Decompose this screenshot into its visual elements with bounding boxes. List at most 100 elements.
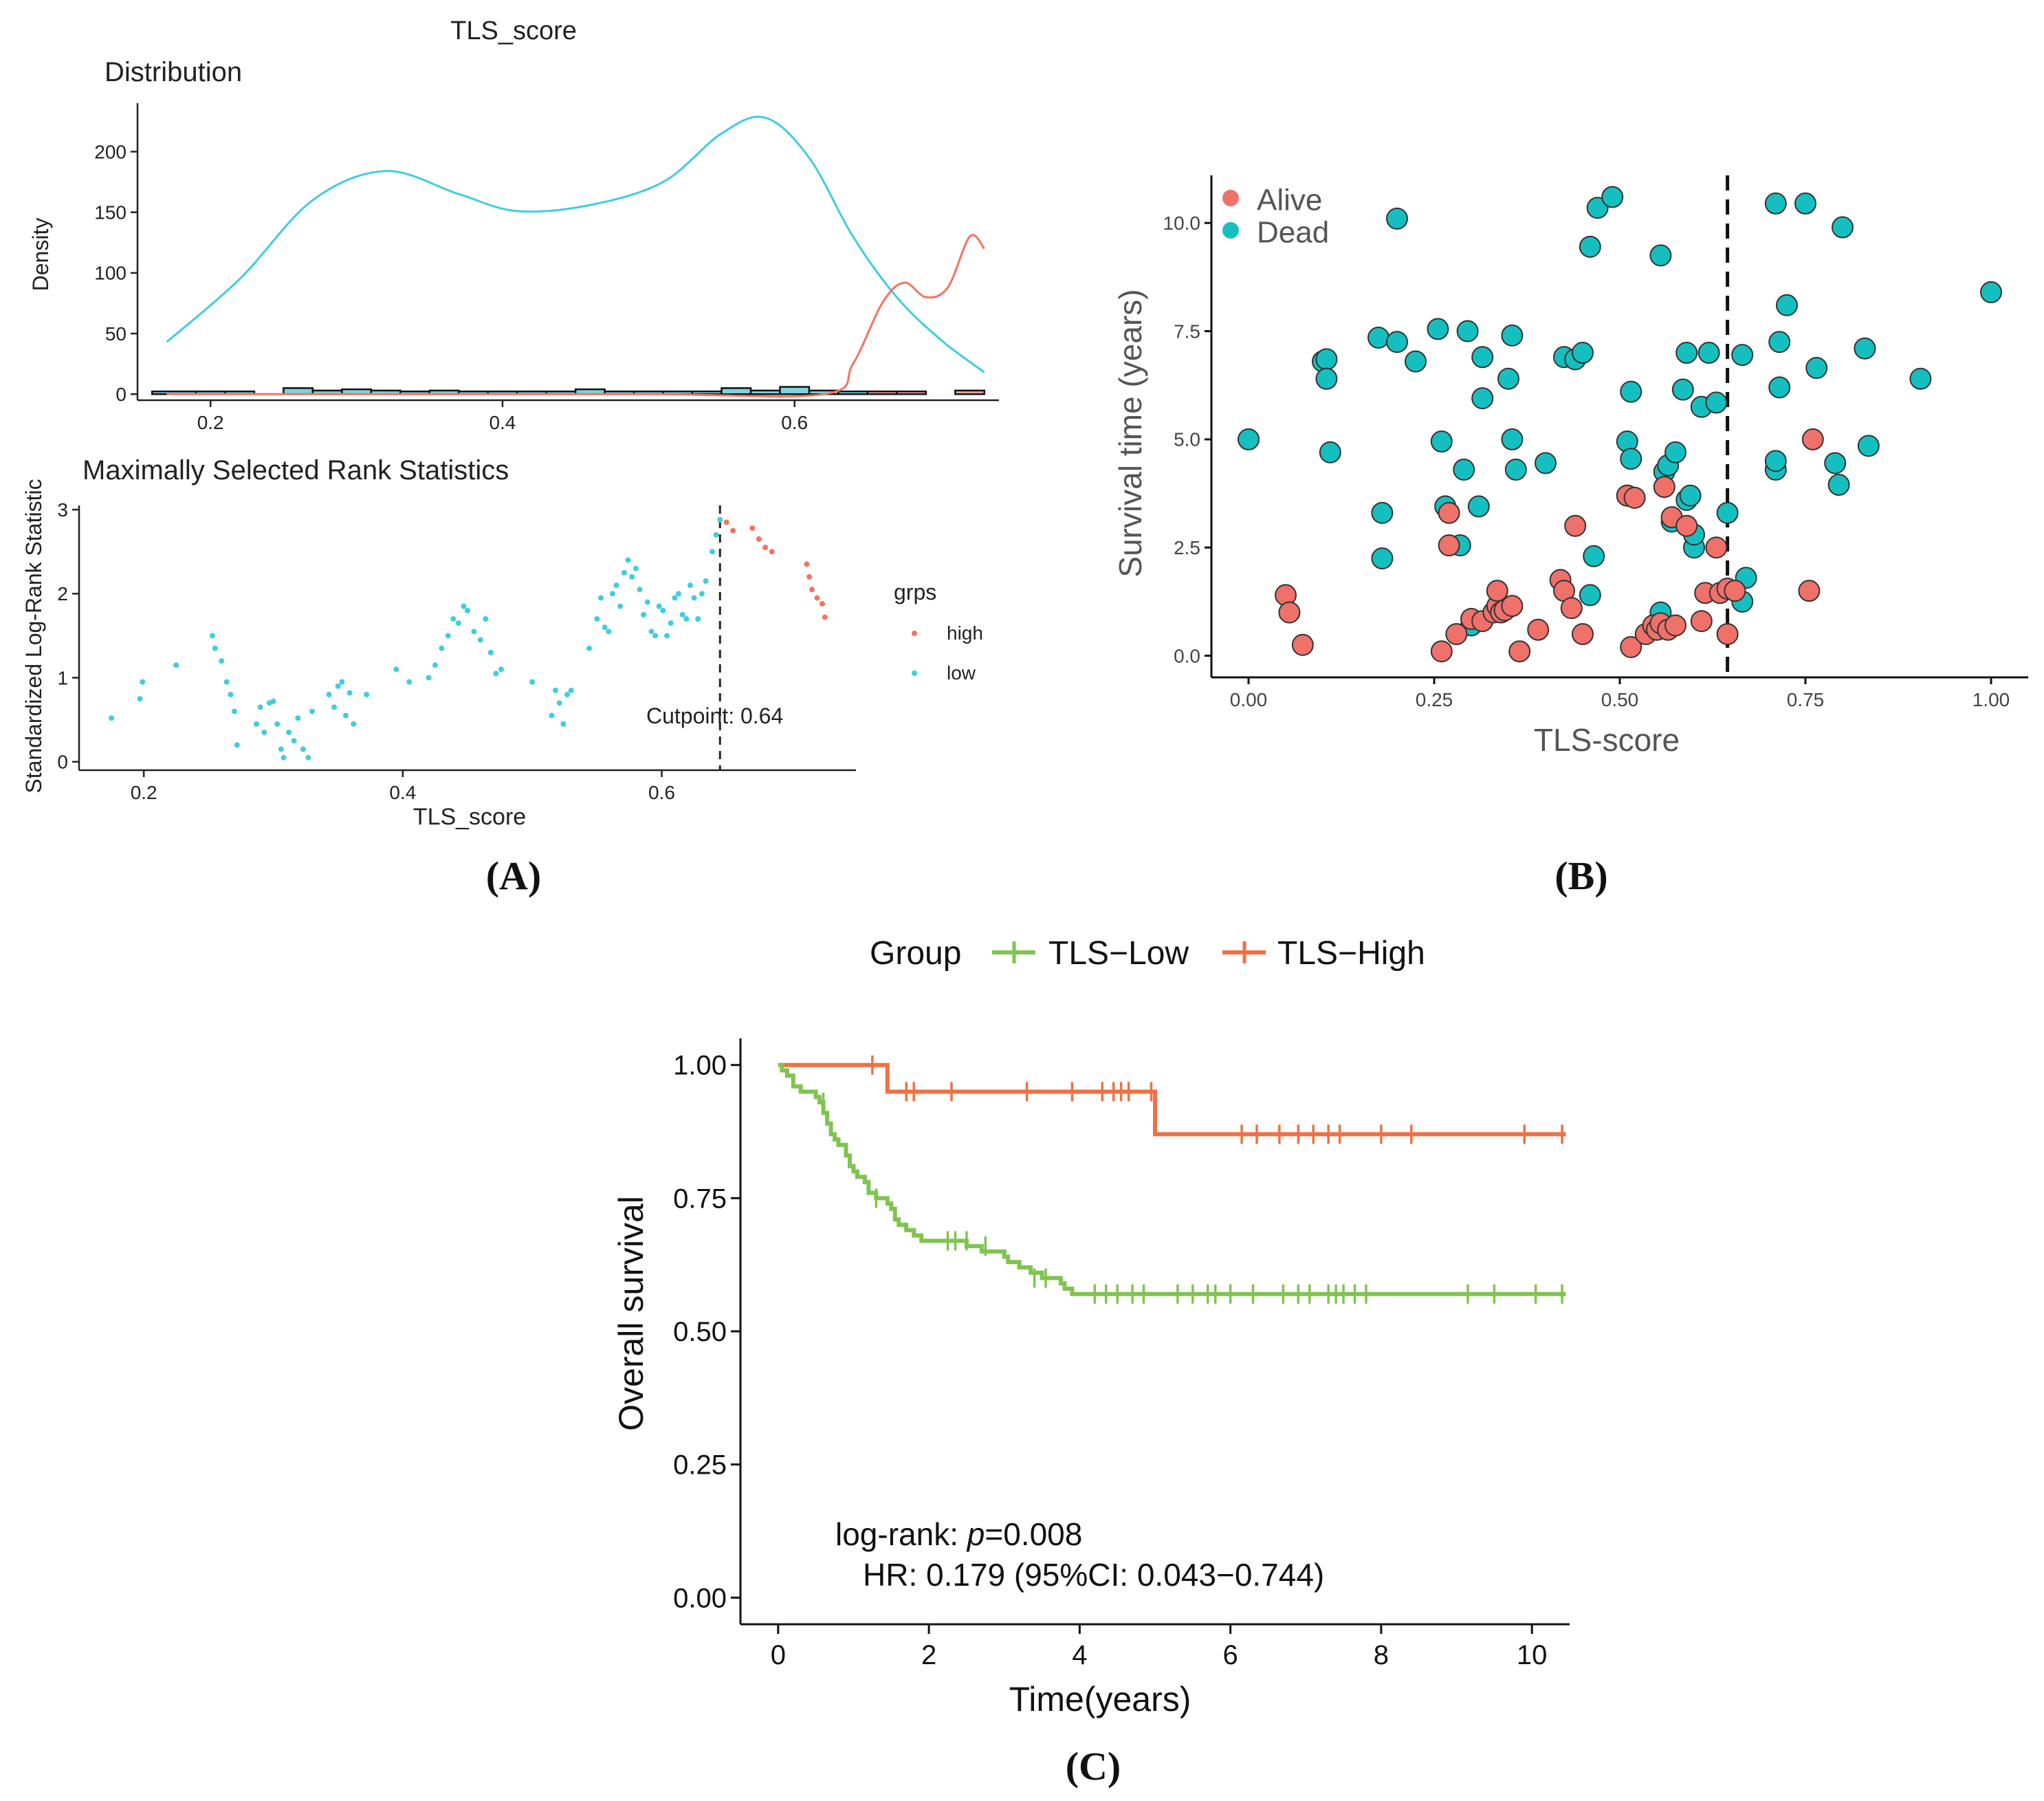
a2-point-high	[806, 574, 813, 580]
b-point-alive	[1572, 623, 1594, 646]
b-point-dead	[1497, 367, 1519, 390]
b-point-dead	[1649, 244, 1672, 267]
A1-x-tick-label: 0.6	[781, 412, 808, 433]
A1-y-tick-label: 200	[94, 141, 127, 162]
panel-label-c: (C)	[1066, 1744, 1121, 1789]
b-point-dead	[1430, 430, 1453, 453]
a2-point-low	[212, 645, 218, 651]
a2-point-low	[439, 645, 445, 651]
a2-point-low	[709, 549, 715, 555]
a2-point-low	[261, 730, 267, 735]
b-point-dead	[1501, 324, 1524, 347]
b-legend-alive-key	[1222, 190, 1239, 206]
b-point-dead	[1697, 342, 1720, 364]
a2-point-low	[679, 611, 685, 618]
b-point-dead	[1620, 380, 1642, 403]
a2-legend-title: grps	[894, 580, 936, 604]
b-point-alive	[1508, 640, 1531, 663]
b-point-alive	[1486, 580, 1508, 602]
a2-point-low	[621, 569, 627, 576]
a2-point-low	[254, 721, 260, 727]
a2-point-high	[822, 614, 828, 620]
a2-point-high	[820, 601, 826, 607]
B-y-tick-label: 5.0	[1174, 429, 1200, 450]
a2-point-low	[675, 591, 681, 597]
a2-legend-low-label: low	[947, 662, 976, 684]
C-x-tick-label: 10	[1517, 1640, 1548, 1670]
b-point-dead	[1980, 281, 2002, 303]
C-x-tick-label: 2	[921, 1640, 936, 1670]
b-point-alive	[1801, 428, 1824, 450]
B-y-tick-label: 10.0	[1163, 212, 1201, 234]
a2-point-low	[652, 633, 659, 639]
a2-legend: grps high low	[894, 580, 983, 684]
b-legend-alive-label: Alive	[1257, 184, 1322, 217]
b-point-dead	[1794, 192, 1816, 215]
b-point-dead	[1579, 235, 1601, 258]
a2-point-high	[814, 595, 820, 601]
a2-point-low	[109, 715, 115, 721]
a2-point-low	[140, 679, 146, 685]
b-point-dead	[1675, 342, 1698, 364]
a2-point-low	[617, 603, 624, 609]
a2-point-low	[487, 649, 494, 655]
a2-point-low	[633, 565, 639, 571]
a2-legend-high-label: high	[947, 622, 983, 644]
a2-point-low	[564, 692, 571, 697]
a2-point-low	[549, 712, 555, 719]
b-point-dead	[1664, 441, 1686, 463]
B-y-tick-label: 2.5	[1174, 537, 1200, 558]
b-point-dead	[1427, 318, 1449, 340]
A1-y-tick-label: 0	[116, 384, 127, 405]
a2-point-low	[257, 704, 263, 710]
a2-point-low	[471, 629, 477, 635]
a2-point-low	[629, 574, 635, 580]
c-legend-low-label: TLS−Low	[1048, 935, 1189, 972]
b-point-alive	[1623, 486, 1646, 509]
a2-point-high	[756, 536, 762, 542]
C-x-tick-label: 8	[1374, 1640, 1389, 1670]
B-x-tick-label: 0.75	[1787, 689, 1825, 710]
a2-point-low	[461, 603, 467, 609]
a1-histogram-bar	[954, 389, 986, 395]
A1-y-tick-label: 50	[105, 323, 127, 345]
a2-point-low	[232, 708, 237, 714]
a2-point-low	[609, 591, 615, 597]
a2-point-high	[809, 587, 815, 593]
a1-y-axis-label: Density	[28, 218, 53, 292]
b-point-dead	[1386, 207, 1408, 230]
a2-point-low	[493, 670, 499, 677]
a1-histogram-bar	[779, 386, 811, 395]
b-point-dead	[1315, 367, 1338, 390]
b-point-dead	[1768, 331, 1791, 353]
panel-a-rank-statistics: Maximally Selected Rank Statistics Stand…	[21, 455, 983, 830]
C-x-tick-label: 6	[1223, 1640, 1238, 1670]
b-point-alive	[1291, 633, 1314, 656]
a2-point-low	[326, 692, 332, 697]
C-y-tick-label: 0.50	[673, 1317, 727, 1347]
b-point-dead	[1909, 367, 1932, 390]
B-y-tick-label: 7.5	[1174, 320, 1200, 342]
b-point-dead	[1471, 346, 1494, 369]
a2-point-low	[699, 591, 705, 597]
a1-histogram-bar	[749, 389, 781, 395]
A1-y-tick-label: 100	[94, 263, 127, 284]
b-point-alive	[1653, 476, 1675, 499]
b-point-alive	[1690, 610, 1713, 633]
A1-y-tick-label: 150	[94, 201, 127, 223]
b-point-alive	[1560, 597, 1583, 620]
a2-point-low	[209, 633, 215, 639]
a2-point-low	[648, 629, 655, 635]
a2-point-high	[804, 561, 810, 567]
b-point-dead	[1731, 344, 1754, 367]
a2-point-low	[281, 754, 287, 761]
a2-point-low	[703, 578, 709, 584]
b-point-dead	[1764, 450, 1787, 472]
b-point-dead	[1705, 391, 1728, 414]
b-point-alive	[1438, 534, 1460, 557]
b-point-dead	[1315, 348, 1338, 371]
a2-point-low	[450, 616, 457, 622]
a2-point-low	[228, 692, 234, 697]
a2-point-low	[664, 633, 670, 639]
